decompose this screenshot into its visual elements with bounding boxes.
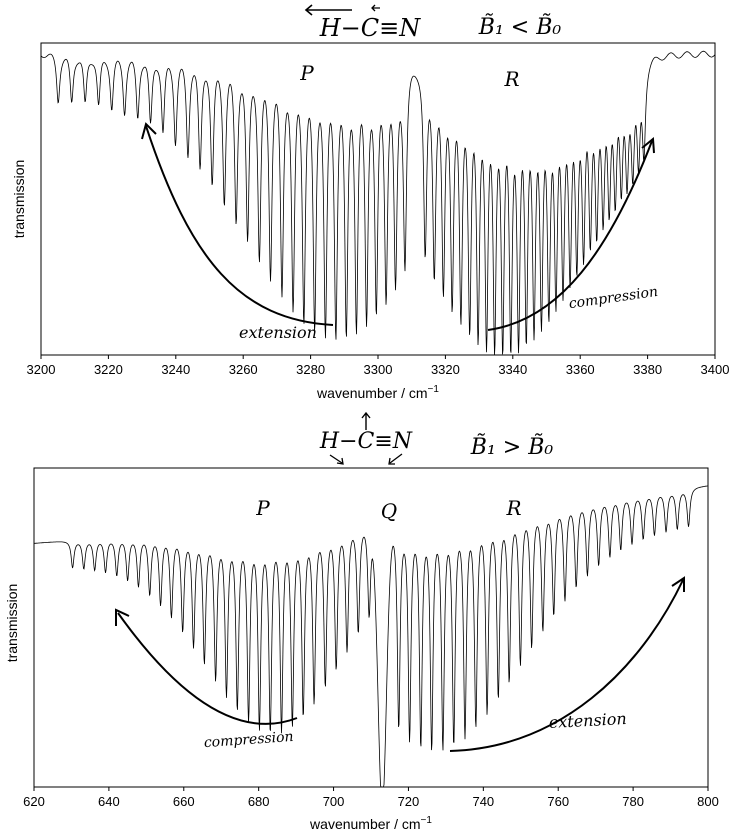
compression-arrow-top [487,140,653,331]
x-tick-label: 620 [23,794,45,809]
x-tick-label: 740 [472,794,494,809]
x-tick-label: 640 [98,794,120,809]
x-tick-label: 780 [622,794,644,809]
annotation-compression-bottom: compression [203,729,294,751]
extension-arrowhead-top [141,122,157,140]
x-tick-label: 3340 [498,362,527,377]
x-tick-label: 3400 [701,362,730,377]
spectrum-line-bottom [33,485,709,788]
branch-label-p-top: P [299,61,314,85]
compression-arrow-bottom [117,612,298,725]
extension-arrow-bottom [449,579,684,752]
x-tick-label: 660 [173,794,195,809]
x-tick-label: 3200 [27,362,56,377]
arrowhead-1 [304,4,313,16]
spectrum-panel-bottom: 620 640 660 680 700 720 740 760 780 800 wavenumbe… [4,411,719,832]
branch-label-r-top: R [503,67,519,91]
y-axis-title-top: transmission [11,160,27,239]
molecule-arrow-h-bottom [329,454,344,465]
x-tick-label: 3360 [566,362,595,377]
x-tick-label: 700 [323,794,345,809]
annotation-compression-top: compression [568,284,659,312]
x-axis-title-bottom: wavenumber / cm−1 [309,815,432,832]
x-tick-label: 720 [398,794,420,809]
molecule-arrow-up-bottom [361,411,371,430]
x-axis-title-top: wavenumber / cm−1 [316,384,439,401]
compression-arrowhead-bottom [115,608,130,626]
x-tick-label: 3220 [94,362,123,377]
branch-label-q-bottom: Q [381,499,397,523]
spectrum-line-top [40,50,716,356]
compression-arrowhead-top [641,137,655,154]
x-tick-label: 800 [697,794,719,809]
x-tick-label: 3260 [229,362,258,377]
spectrum-panel-top: 3200 3220 3240 3260 3280 3300 3320 3340 3360 3380… [11,4,730,401]
molecule-arrow-small-top [371,4,380,12]
rotational-constant-relation-bottom: B̃₁ > B̃₀ [470,434,554,460]
extension-arrow-top [145,125,334,326]
annotation-extension-top: extension [239,323,317,342]
x-tick-label: 680 [248,794,270,809]
x-tick-label: 3280 [296,362,325,377]
plot-frame-bottom [33,467,709,788]
x-ticks-top: 3200 3220 3240 3260 3280 3300 3320 3340 3360 3380… [27,355,730,377]
x-tick-label: 3300 [364,362,393,377]
x-tick-label: 760 [547,794,569,809]
annotation-extension-bottom: extension [548,709,627,732]
y-axis-title-bottom: transmission [4,584,20,663]
x-tick-label: 3320 [431,362,460,377]
branch-label-p-bottom: P [255,496,270,520]
x-tick-label: 3380 [633,362,662,377]
molecule-arrow-n-bottom [388,453,403,465]
rotational-constant-relation-top: B̃₁ < B̃₀ [478,14,562,40]
x-tick-label: 3240 [161,362,190,377]
branch-label-r-bottom: R [505,496,521,520]
x-ticks-bottom: 620 640 660 680 700 720 740 760 780 800 [23,787,719,809]
extension-arrowhead-bottom [671,576,685,592]
molecule-label-bottom: H−C≡N [319,429,413,454]
molecule-label-top: H−C≡N [319,14,422,42]
